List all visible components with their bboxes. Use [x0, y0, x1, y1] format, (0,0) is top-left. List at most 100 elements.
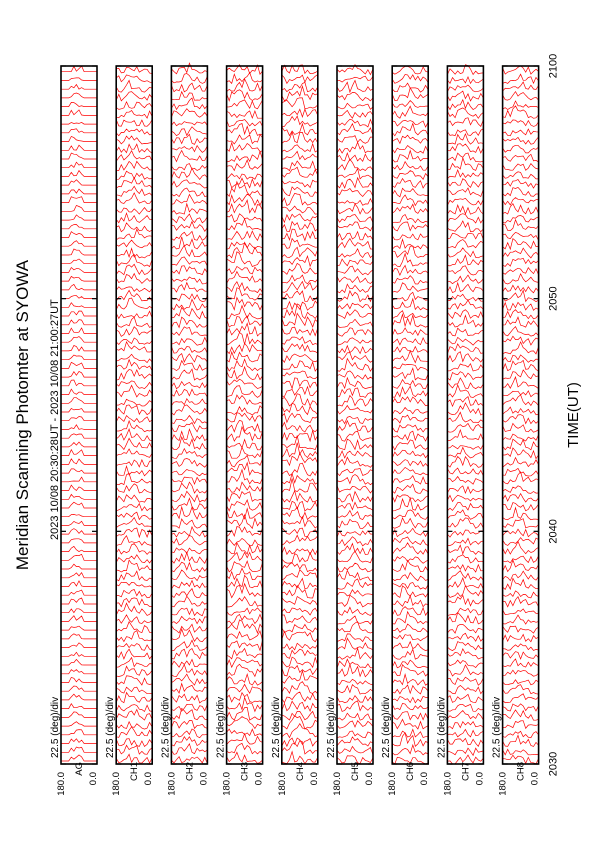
trace-line: [336, 197, 374, 206]
trace-line: [502, 456, 539, 468]
trace-line: [392, 282, 429, 293]
trace-line: [226, 574, 263, 590]
trace-line: [336, 615, 374, 625]
trace-line: [391, 160, 429, 171]
channel-label: CH5: [350, 762, 361, 781]
trace-line: [391, 449, 429, 459]
trace-line: [447, 84, 484, 93]
trace-line: [226, 639, 263, 652]
trace-line: [336, 450, 374, 459]
trace-line: [226, 707, 263, 721]
trace-line: [116, 185, 153, 197]
x-ticks-group: 2030 2040 2050 2100: [61, 54, 560, 776]
trace-line: [502, 754, 539, 765]
y-top-label: 180.0: [498, 772, 509, 796]
trace-line: [281, 303, 319, 320]
y-bottom-label: 0.0: [530, 772, 541, 785]
trace-line: [226, 607, 263, 616]
trace-line: [171, 359, 208, 372]
trace-line: [447, 247, 484, 259]
trace-line: [226, 405, 263, 416]
trace-line: [116, 398, 153, 407]
trace-line: [391, 310, 429, 320]
trace-line: [336, 135, 373, 144]
trace-line: [281, 534, 319, 546]
trace-line: [226, 109, 263, 120]
trace-line: [115, 720, 153, 730]
trace-line: [336, 694, 374, 704]
trace-line: [281, 623, 319, 634]
trace-line: [281, 669, 318, 684]
trace-line: [171, 149, 208, 163]
panel-scale-label: 22.5 (deg)/div: [105, 697, 116, 758]
trace-line: [502, 684, 539, 695]
trace-line: [391, 414, 429, 424]
trace-line: [391, 87, 429, 101]
trace-line: [502, 502, 539, 512]
trace-line: [61, 204, 97, 212]
trace-line: [336, 92, 374, 102]
trace-line: [171, 144, 208, 153]
trace-line: [336, 562, 374, 573]
trace-line: [447, 90, 484, 102]
trace-line: [391, 732, 429, 747]
trace-line: [502, 625, 539, 634]
y-top-label: 180.0: [56, 772, 67, 796]
trace-line: [391, 585, 429, 598]
y-bottom-label: 0.0: [309, 772, 320, 785]
trace-line: [502, 375, 539, 389]
trace-line: [171, 368, 208, 381]
trace-line: [226, 425, 263, 442]
y-top-label: 180.0: [442, 772, 453, 796]
trace-line: [502, 720, 539, 730]
trace-line: [502, 703, 539, 712]
trace-line: [115, 554, 153, 564]
panel-ag: 22.5 (deg)/div 180.0 0.0AG: [50, 65, 99, 796]
trace-line: [61, 424, 97, 430]
trace-line: [226, 251, 263, 267]
trace-line: [502, 471, 539, 485]
trace-line: [281, 343, 318, 354]
trace-line: [171, 326, 208, 337]
trace-line: [502, 734, 539, 747]
trace-line: [281, 715, 318, 730]
trace-line: [447, 747, 484, 757]
trace-line: [115, 207, 153, 215]
trace-line: [171, 756, 208, 764]
trace-line: [61, 693, 97, 701]
trace-line: [115, 675, 153, 686]
trace-line: [336, 404, 374, 415]
trace-line: [281, 648, 318, 659]
trace-line: [391, 527, 429, 538]
panel-frame: [391, 65, 430, 765]
trace-line: [171, 615, 208, 625]
trace-line: [502, 596, 539, 608]
trace-line: [502, 485, 539, 494]
trace-line: [447, 607, 484, 616]
trace-line: [171, 276, 208, 285]
trace-line: [171, 547, 208, 555]
channel-label: CH3: [240, 762, 251, 781]
trace-line: [171, 421, 208, 433]
trace-line: [61, 408, 97, 413]
trace-line: [281, 246, 319, 258]
trace-line: [116, 581, 153, 588]
trace-line: [502, 65, 539, 75]
trace-line: [116, 170, 153, 180]
trace-line: [226, 141, 263, 153]
trace-line: [336, 318, 374, 328]
trace-line: [502, 247, 539, 259]
trace-line: [502, 422, 539, 433]
trace-line: [226, 385, 263, 398]
trace-line: [502, 186, 539, 197]
trace-line: [281, 421, 319, 433]
trace-line: [447, 709, 484, 721]
traces-ch1: [115, 65, 153, 764]
trace-line: [337, 387, 374, 398]
trace-line: [116, 437, 153, 451]
trace-line: [281, 97, 319, 109]
trace-line: [392, 663, 429, 677]
